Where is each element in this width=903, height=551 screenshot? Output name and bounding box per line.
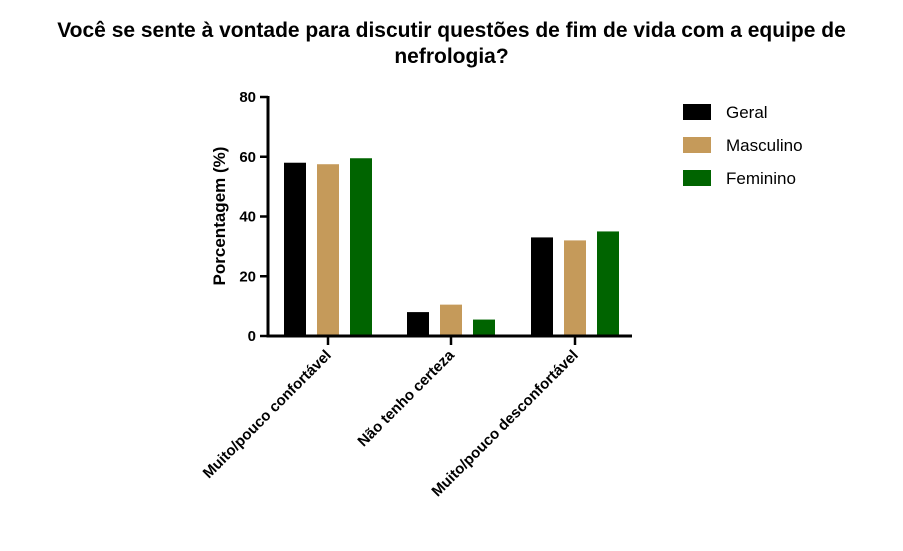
legend-label-feminino: Feminino [726,169,796,188]
y-tick-label-60: 60 [239,149,256,166]
y-tick-label-80: 80 [239,89,256,106]
legend-swatch-feminino [683,170,711,186]
bars-group [284,158,619,336]
bar-feminino-0 [350,158,372,336]
category-label-1: Não tenho certeza [354,346,458,450]
y-tick-label-40: 40 [239,209,256,226]
category-label-0: Muito/pouco confortável [200,347,335,482]
legend: Geral Masculino Feminino [683,103,803,188]
y-tick-label-20: 20 [239,268,256,285]
legend-label-geral: Geral [726,103,768,122]
chart-title: Você se sente à vontade para discutir qu… [57,19,846,68]
legend-swatch-geral [683,104,711,120]
bar-feminino-2 [597,231,619,336]
legend-label-masculino: Masculino [726,136,803,155]
bar-masculino-0 [317,164,339,336]
y-axis-title: Porcentagem (%) [210,147,229,286]
bar-geral-1 [407,312,429,336]
category-label-2: Muito/pouco desconfortável [428,347,581,500]
bar-geral-2 [531,237,553,336]
bar-masculino-2 [564,240,586,336]
y-tick-label-0: 0 [248,328,256,345]
bar-feminino-1 [473,319,495,336]
bar-geral-0 [284,162,306,336]
legend-swatch-masculino [683,137,711,153]
bar-masculino-1 [440,304,462,336]
